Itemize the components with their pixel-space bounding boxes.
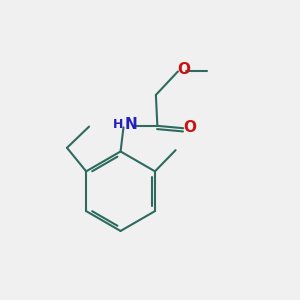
Text: O: O: [178, 62, 191, 77]
Text: O: O: [183, 119, 196, 134]
Text: H: H: [113, 118, 123, 131]
Text: N: N: [124, 118, 137, 133]
